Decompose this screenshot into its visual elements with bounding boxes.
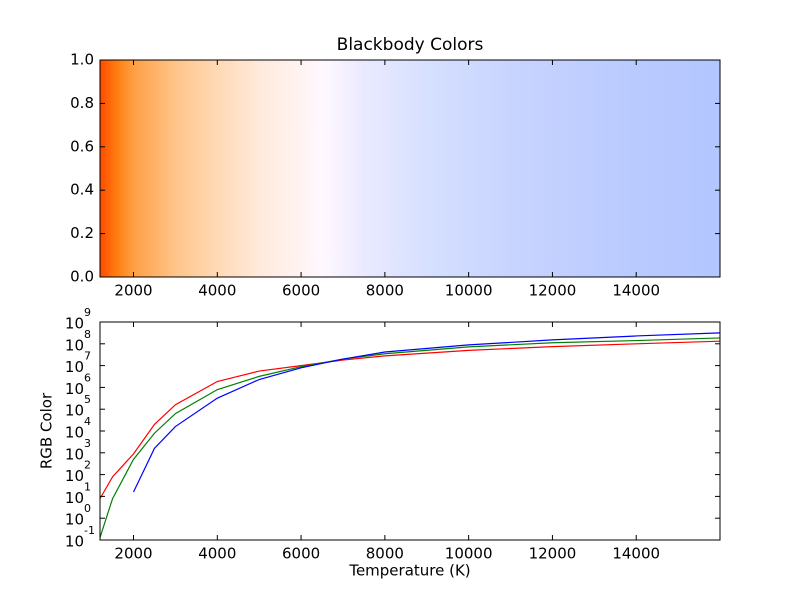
- y-tick-label: 0.0: [70, 268, 94, 286]
- y-tick-label: 10: [65, 424, 84, 442]
- axes-frame: [99, 59, 721, 278]
- y-tick-label: 10: [65, 358, 84, 376]
- y-tick-label: 10: [65, 511, 84, 529]
- y-tick-label: 10: [65, 467, 84, 485]
- y-tick-label: 10: [65, 402, 84, 420]
- y-tick-exponent: -1: [84, 524, 95, 537]
- x-tick-label: 8000: [366, 282, 404, 300]
- x-tick-label: 4000: [198, 282, 236, 300]
- y-tick-label: 10: [65, 336, 84, 354]
- chart-title: Blackbody Colors: [337, 35, 484, 55]
- x-tick-label: 8000: [366, 545, 404, 563]
- x-tick-label: 10000: [445, 545, 493, 563]
- y-tick-label: 0.8: [70, 94, 94, 112]
- x-tick-label: 14000: [612, 282, 660, 300]
- y-tick-exponent: 9: [84, 306, 91, 319]
- y-tick-label: 0.6: [70, 137, 94, 155]
- series-line: [132, 332, 721, 493]
- series-line: [99, 337, 721, 538]
- x-tick-label: 12000: [529, 282, 577, 300]
- x-tick-label: 4000: [198, 545, 236, 563]
- y-tick-exponent: 4: [84, 415, 91, 428]
- y-tick-label: 0.2: [70, 224, 94, 242]
- y-tick-label: 10: [65, 380, 84, 398]
- x-tick-label: 6000: [282, 282, 320, 300]
- y-tick-label: 10: [65, 315, 84, 333]
- y-tick-exponent: 7: [84, 350, 91, 363]
- y-tick-exponent: 2: [84, 459, 91, 472]
- x-tick-label: 6000: [282, 545, 320, 563]
- y-axis-label: RGB Color: [38, 392, 56, 469]
- y-tick-label: 1.0: [70, 51, 94, 69]
- x-axis-label: Temperature (K): [348, 562, 470, 580]
- x-tick-label: 10000: [445, 282, 493, 300]
- y-tick-label: 10: [65, 445, 84, 463]
- y-tick-label: 0.4: [70, 181, 94, 199]
- series-line: [99, 340, 721, 499]
- y-tick-exponent: 8: [84, 328, 91, 341]
- color-image: [100, 60, 720, 277]
- y-tick-exponent: 6: [84, 371, 91, 384]
- y-tick-exponent: 0: [84, 502, 91, 515]
- y-tick-label: 10: [65, 533, 84, 551]
- y-tick-exponent: 1: [84, 480, 91, 493]
- y-tick-exponent: 5: [84, 393, 91, 406]
- y-tick-label: 10: [65, 489, 84, 507]
- y-tick-exponent: 3: [84, 437, 91, 450]
- x-tick-label: 2000: [114, 282, 152, 300]
- x-tick-label: 12000: [529, 545, 577, 563]
- x-tick-label: 14000: [612, 545, 660, 563]
- x-tick-label: 2000: [114, 545, 152, 563]
